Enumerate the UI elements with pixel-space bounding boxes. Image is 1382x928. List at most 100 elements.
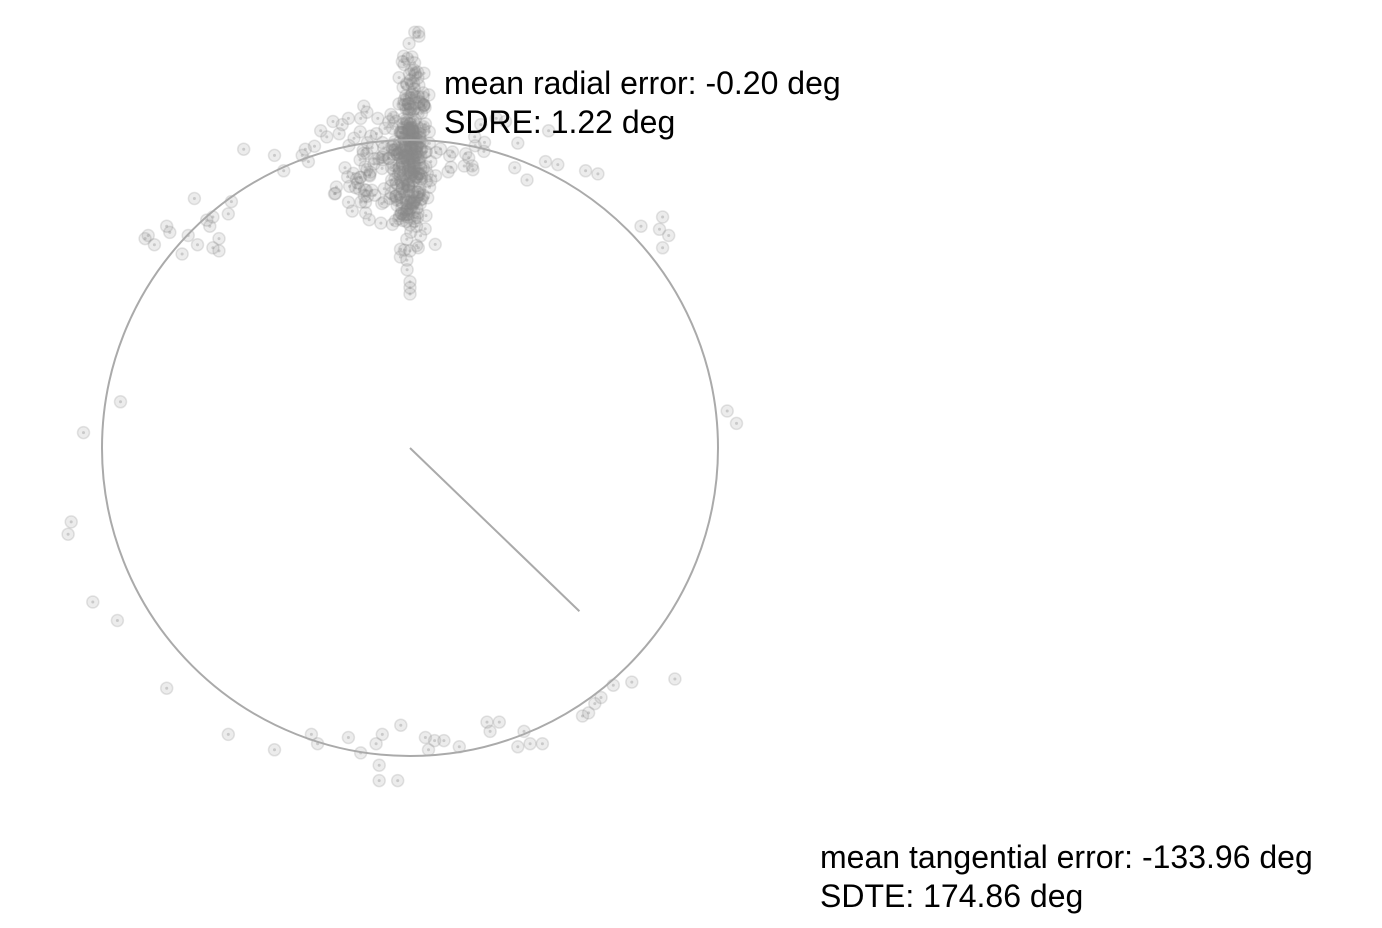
data-point [397, 57, 411, 72]
data-point-center [397, 217, 401, 221]
data-point [403, 244, 417, 258]
data-point-center [363, 188, 367, 192]
data-point-center [390, 166, 394, 170]
data-point [412, 94, 426, 109]
data-point [371, 111, 385, 126]
data-point-center [661, 246, 665, 250]
data-point-center [410, 172, 414, 176]
data-point-center [404, 199, 408, 203]
data-point [720, 404, 734, 418]
data-point-center [407, 126, 411, 130]
data-point-center [414, 101, 418, 105]
data-point [393, 125, 408, 139]
data-point-center [394, 119, 398, 123]
data-point-center [397, 151, 401, 155]
data-point-center [165, 686, 169, 690]
data-point [411, 167, 426, 181]
data-point [395, 54, 410, 69]
data-point-center [412, 167, 416, 170]
data-point-center [365, 168, 369, 172]
data-point [212, 231, 226, 246]
data-point [402, 121, 416, 135]
data-point [403, 151, 417, 166]
data-point-center [411, 156, 415, 160]
data-point-center [399, 247, 402, 251]
data-point-center [397, 102, 401, 106]
data-point-center [418, 132, 422, 135]
data-point-center [406, 154, 410, 158]
data-point-center [414, 132, 418, 136]
data-point-center [482, 149, 486, 153]
data-point [420, 191, 435, 205]
data-point [413, 196, 428, 211]
data-point-center [401, 219, 405, 222]
data-point-center [425, 179, 429, 183]
data-point [412, 150, 427, 164]
data-point [400, 253, 414, 267]
data-point-center [168, 230, 172, 234]
data-point [396, 143, 411, 158]
data-point [367, 157, 381, 171]
data-point-center [392, 163, 396, 167]
data-point-center [273, 153, 276, 157]
data-point-center [419, 148, 423, 151]
data-point [414, 161, 428, 176]
data-point [362, 169, 377, 183]
data-point [406, 197, 420, 211]
data-point-center [410, 158, 414, 162]
data-point-center [423, 105, 427, 109]
data-point [404, 165, 418, 179]
data-point [405, 85, 420, 100]
data-point-center [428, 185, 432, 189]
data-point [411, 185, 425, 200]
data-point [427, 733, 442, 748]
data-point [147, 237, 162, 252]
data-point-center [211, 246, 215, 250]
data-point-center [410, 152, 414, 156]
data-point [406, 124, 421, 138]
data-point-center [395, 153, 399, 157]
data-point [392, 187, 407, 201]
data-point [395, 181, 410, 196]
data-point [390, 198, 404, 213]
data-point-center [497, 720, 501, 724]
data-point-center [361, 148, 365, 152]
data-point-center [417, 95, 421, 99]
data-point [405, 50, 419, 64]
data-point [403, 157, 417, 171]
data-point-center [412, 136, 415, 139]
data-point-center [415, 175, 418, 179]
data-point [406, 174, 421, 188]
data-point [409, 145, 424, 159]
data-point [396, 80, 410, 94]
data-point [422, 180, 437, 195]
data-point [402, 123, 417, 137]
data-point-center [593, 702, 597, 706]
data-point-center [399, 195, 402, 199]
data-point-center [409, 96, 413, 100]
data-point [413, 167, 427, 181]
data-point-center [400, 212, 403, 216]
data-point-center [401, 103, 405, 107]
data-point [377, 182, 391, 196]
data-point-center [424, 165, 428, 169]
data-point [175, 247, 189, 261]
data-point-center [404, 219, 408, 223]
data-point-center [630, 680, 634, 684]
data-point-center [411, 202, 415, 206]
data-point-center [407, 128, 410, 132]
data-point [419, 159, 433, 174]
data-point-center [380, 166, 384, 170]
data-point-center [405, 124, 409, 128]
data-point [386, 110, 401, 125]
data-point-center [403, 210, 406, 214]
data-point [729, 416, 744, 431]
tangential-error-annotation: mean tangential error: -133.96 deg SDTE:… [820, 838, 1313, 916]
data-point [397, 172, 412, 186]
data-point-center [412, 151, 416, 155]
sdte-label: SDTE: 174.86 deg [820, 878, 1084, 914]
data-point-center [370, 146, 374, 150]
data-point-center [513, 166, 517, 170]
data-point [407, 164, 421, 179]
data-point-center [418, 172, 422, 176]
